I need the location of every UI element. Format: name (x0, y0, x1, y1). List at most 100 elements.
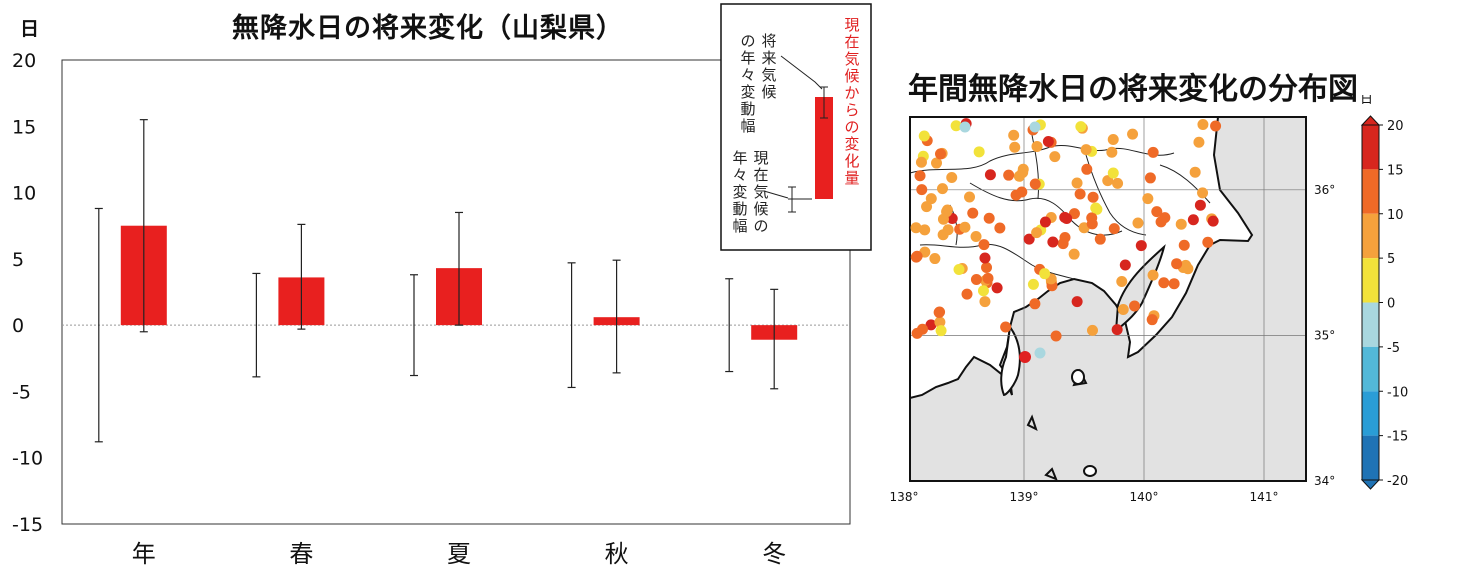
station-dot (1087, 191, 1099, 203)
station-dot (994, 222, 1006, 234)
colorbar-segment (1362, 302, 1379, 347)
svg-text:気: 気 (761, 66, 776, 84)
colorbar-tick-label: -10 (1387, 385, 1408, 400)
lon-label: 138° (890, 490, 919, 504)
station-dot (1000, 321, 1012, 333)
station-dot (959, 221, 971, 233)
svg-text:変: 変 (844, 135, 859, 153)
station-dot (1107, 167, 1119, 179)
svg-text:ら: ら (844, 101, 859, 119)
station-dot (1135, 240, 1147, 252)
bar-chart: 20151050-5-10-15年春夏秋冬 将来気候の年々変動幅現在気候の年々変… (12, 3, 872, 568)
station-dot (937, 213, 949, 225)
lat-label: 36° (1314, 183, 1335, 197)
station-dot (979, 252, 991, 264)
station-dot (1029, 178, 1041, 190)
y-tick-label: 0 (12, 315, 24, 337)
station-dot (1168, 278, 1180, 290)
station-dot (1071, 296, 1083, 308)
colorbar-tick-label: -20 (1387, 474, 1408, 489)
station-dot (1158, 277, 1170, 289)
colorbar-tick-label: 10 (1387, 208, 1404, 223)
svg-text:動: 動 (740, 100, 755, 118)
station-dot (1194, 199, 1206, 211)
x-category-label: 秋 (605, 540, 629, 568)
svg-text:動: 動 (732, 200, 747, 218)
station-dot (983, 212, 995, 224)
station-dot (1031, 227, 1043, 239)
station-dot (918, 130, 930, 142)
station-dot (911, 327, 923, 339)
station-dot (1080, 144, 1092, 156)
colorbar-segment (1362, 391, 1379, 436)
station-dot (979, 296, 991, 308)
colorbar-segment (1362, 258, 1379, 303)
station-dot (1003, 169, 1015, 181)
island (1071, 369, 1085, 385)
map-frame (909, 116, 1307, 482)
x-category-label: 夏 (447, 540, 471, 568)
station-dot (953, 264, 965, 276)
svg-text:現: 現 (753, 149, 768, 167)
station-dot (1086, 218, 1098, 230)
station-dot (1019, 351, 1031, 363)
svg-text:来: 来 (761, 49, 776, 67)
colorbar-arrow-bottom (1360, 479, 1381, 490)
station-dot (1112, 177, 1124, 189)
station-dot (921, 201, 933, 213)
colorbar-tick-label: 15 (1387, 163, 1404, 178)
colorbar-segment (1362, 435, 1379, 480)
colorbar-tick-label: 0 (1387, 297, 1395, 312)
distribution-map: 138° 139° 140° 141° 36° 35° 34° 日 20 15 10 5 0 -5 -10… (890, 95, 1409, 504)
lon-label: 140° (1130, 490, 1159, 504)
colorbar: 日 20 15 10 5 0 -5 -10 -15 -20 (1360, 95, 1408, 490)
station-dot (925, 319, 937, 331)
station-dot (1075, 121, 1087, 133)
station-dot (1193, 136, 1205, 148)
island (1083, 465, 1097, 477)
station-dot (1116, 276, 1128, 288)
y-axis-unit: 日 (20, 18, 40, 40)
legend-arrow (780, 55, 823, 90)
station-dot (1061, 212, 1073, 224)
svg-text:幅: 幅 (732, 217, 747, 235)
svg-text:か: か (844, 84, 859, 102)
x-category-label: 春 (289, 540, 313, 568)
station-dot (1071, 177, 1083, 189)
station-dot (1047, 236, 1059, 248)
station-dot (1107, 133, 1119, 145)
station-dot (1197, 119, 1209, 131)
colorbar-tick-label: 5 (1387, 252, 1395, 267)
svg-text:将: 将 (761, 32, 776, 50)
lat-label: 34° (1314, 474, 1335, 488)
station-dot (1023, 233, 1035, 245)
prefecture-border (1085, 154, 1147, 236)
y-tick-label: 10 (12, 183, 36, 205)
svg-text:変: 変 (732, 183, 747, 201)
station-dot (1142, 193, 1154, 205)
station-dot (1111, 324, 1123, 336)
x-category-label: 年 (132, 540, 156, 568)
station-dot (1094, 233, 1106, 245)
station-dot (1175, 218, 1187, 230)
colorbar-tick-label: -5 (1387, 341, 1400, 356)
svg-text:候: 候 (761, 83, 776, 101)
colorbar-unit: 日 (1360, 95, 1373, 107)
station-dot (933, 306, 945, 318)
station-dot (1090, 202, 1102, 214)
station-dot (970, 230, 982, 242)
prefecture-border (1159, 164, 1211, 204)
station-dot (935, 325, 947, 337)
station-dot (1197, 187, 1209, 199)
station-dot (936, 183, 948, 195)
svg-text:現: 現 (844, 16, 859, 34)
x-category-label: 冬 (762, 540, 786, 568)
station-dot (935, 148, 947, 160)
station-dot (967, 207, 979, 219)
station-dot (911, 250, 923, 262)
svg-text:在: 在 (753, 166, 768, 184)
svg-text:年: 年 (732, 149, 747, 167)
station-dot (1117, 304, 1129, 316)
